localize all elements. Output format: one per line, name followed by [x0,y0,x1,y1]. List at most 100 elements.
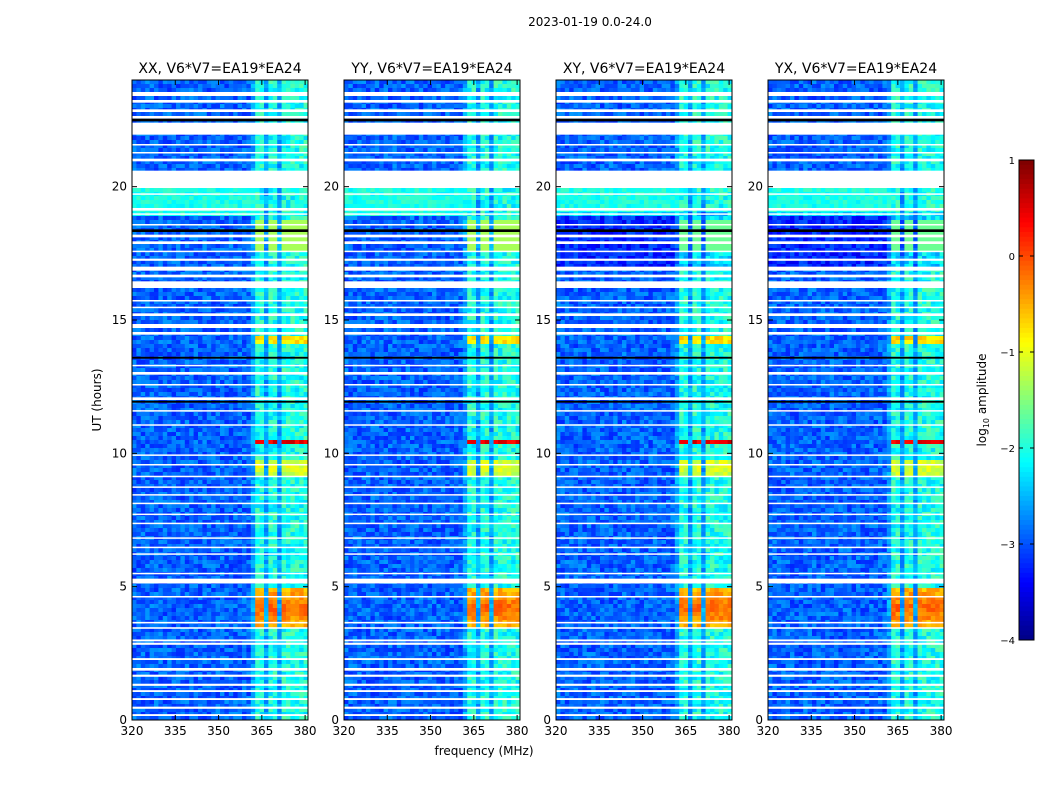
heat-cell [185,164,190,168]
heat-cell [185,188,190,192]
heat-cell [194,200,199,204]
heat-cell [277,220,282,224]
heat-cell [207,200,212,204]
heat-cell [264,148,269,152]
heat-cell [207,220,212,224]
heat-cell [260,196,265,200]
heat-cell [290,148,295,152]
heat-cell [299,188,304,192]
heat-cell [158,140,163,144]
heat-cell [216,80,221,84]
heat-cell [202,96,207,100]
heat-cell [150,140,155,144]
heat-cell [180,204,185,208]
heat-cell [229,164,234,168]
heat-cell [255,220,260,224]
heat-cell [286,84,291,88]
heat-cell [238,196,243,200]
heat-cell [194,140,199,144]
heat-cell [242,136,247,140]
heat-cell [176,220,181,224]
heat-cell [180,104,185,108]
heat-cell [154,164,159,168]
heat-cell [220,188,225,192]
heat-cell [198,220,203,224]
heat-cell [220,196,225,200]
heat-cell [224,96,229,100]
heat-cell [198,204,203,208]
heat-cell [255,112,260,116]
heat-cell [136,164,141,168]
heat-cell [207,96,212,100]
heat-cell [233,220,238,224]
heat-cell [194,196,199,200]
heat-cell [290,164,295,168]
heat-cell [286,112,291,116]
heat-cell [295,140,300,144]
heat-cell [136,96,141,100]
heat-cell [224,220,229,224]
heat-cell [268,216,273,220]
heat-cell [141,188,146,192]
heat-cell [136,84,141,88]
heat-cell [141,200,146,204]
heat-cell [180,220,185,224]
heat-cell [154,112,159,116]
heat-cell [273,196,278,200]
heat-cell [132,164,137,168]
heat-cell [229,140,234,144]
heat-cell [167,136,172,140]
heat-cell [295,96,300,100]
heat-cell [264,112,269,116]
heat-cell [216,88,221,92]
heat-cell [233,84,238,88]
heat-cell [163,80,168,84]
heat-cell [282,136,287,140]
heat-cell [202,84,207,88]
heat-cell [273,84,278,88]
heat-cell [299,84,304,88]
heat-cell [216,140,221,144]
heat-cell [198,196,203,200]
heat-cell [176,96,181,100]
heat-cell [299,216,304,220]
heat-cell [167,164,172,168]
heat-cell [268,188,273,192]
heat-cell [176,204,181,208]
heat-cell [295,84,300,88]
heat-cell [286,136,291,140]
heat-cell [264,136,269,140]
heat-cell [163,136,168,140]
heat-cell [220,84,225,88]
heat-cell [282,148,287,152]
heat-cell [282,96,287,100]
heat-cell [167,220,172,224]
heat-cell [154,80,159,84]
heat-cell [224,216,229,220]
heat-cell [224,136,229,140]
heat-cell [220,220,225,224]
heat-cell [246,148,251,152]
heat-cell [255,136,260,140]
heat-cell [150,200,155,204]
heat-cell [172,164,177,168]
heat-cell [229,84,234,88]
heat-cell [246,200,251,204]
heat-cell [202,204,207,208]
heat-cell [163,216,168,220]
heat-cell [246,140,251,144]
heat-cell [211,196,216,200]
heat-cell [211,112,216,116]
heat-cell [255,84,260,88]
heat-cell [132,80,137,84]
heat-cell [290,140,295,144]
heat-cell [233,188,238,192]
heat-cell [224,140,229,144]
heat-cell [260,148,265,152]
heat-cell [295,220,300,224]
heat-cell [189,104,194,108]
heat-cell [180,148,185,152]
heat-cell [273,164,278,168]
heat-cell [238,136,243,140]
heat-cell [136,80,141,84]
